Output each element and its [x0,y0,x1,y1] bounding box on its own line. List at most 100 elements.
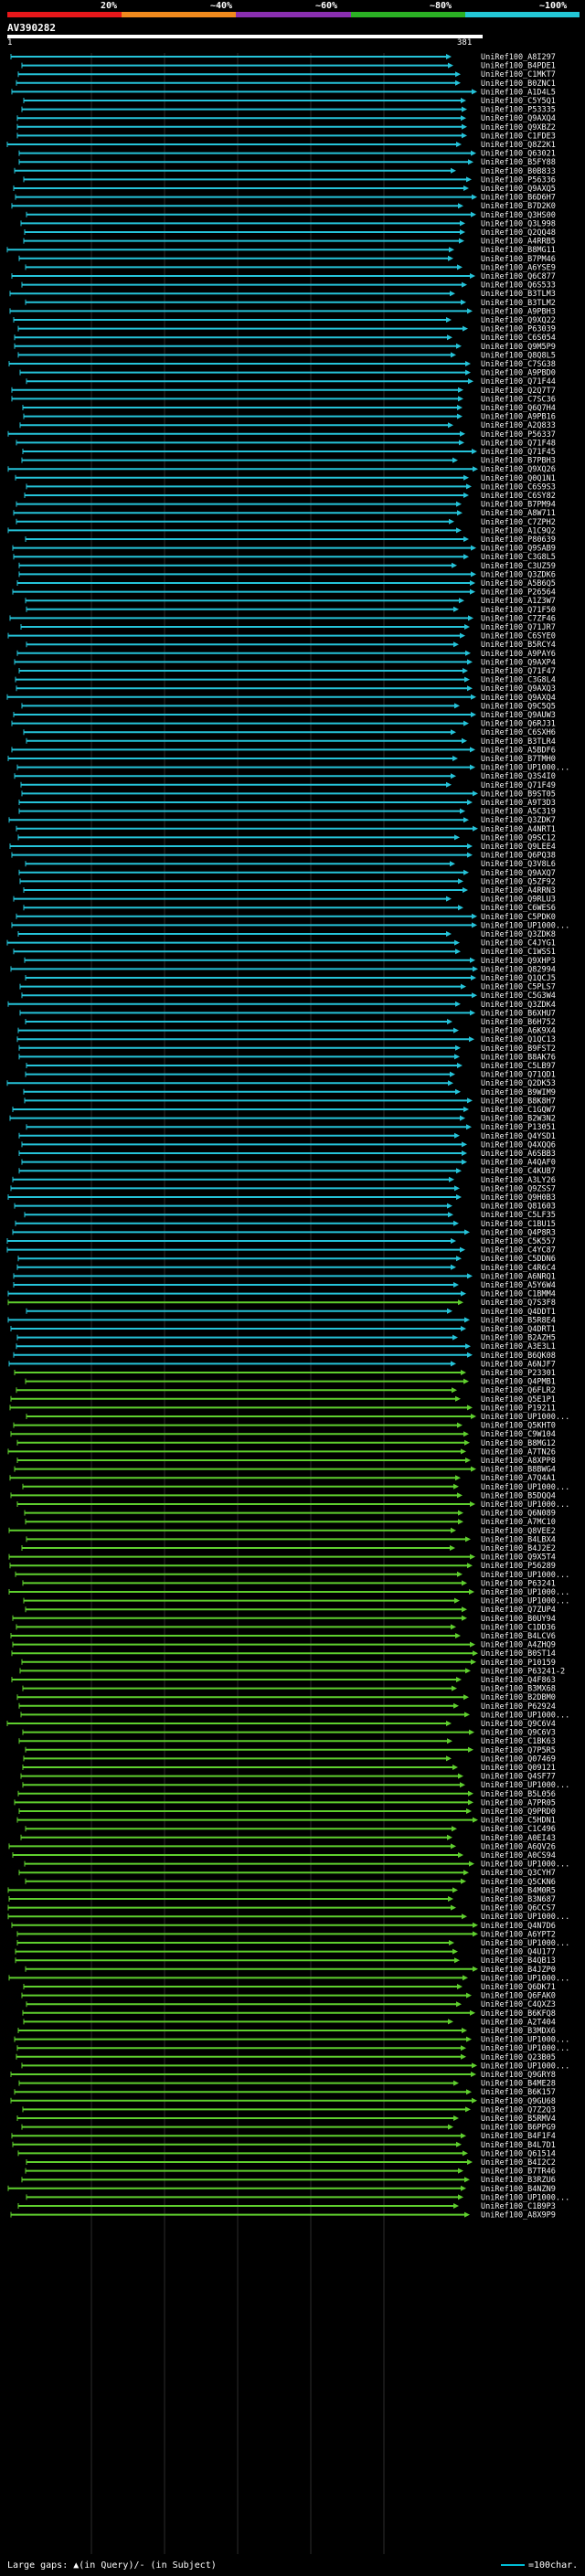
hit-label[interactable]: UniRef100_A2Q833 [481,421,556,430]
hit-label[interactable]: UniRef100_Q3ZDK4 [481,1001,556,1010]
hit-label[interactable]: UniRef100_Q4F863 [481,1676,556,1685]
hit-label[interactable]: UniRef100_C9W104 [481,1430,556,1439]
hit-label[interactable]: UniRef100_Q9GRY8 [481,2071,556,2080]
hit-label[interactable]: UniRef100_Q9AXQ5 [481,185,556,194]
hit-label[interactable]: UniRef100_Q71F50 [481,606,556,615]
hit-label[interactable]: UniRef100_B6K157 [481,2088,556,2097]
hit-label[interactable]: UniRef100_C7SC36 [481,395,556,404]
hit-label[interactable]: UniRef100_B0UY94 [481,1615,556,1624]
hit-label[interactable]: UniRef100_Q9AXQ4 [481,694,556,703]
hit-label[interactable]: UniRef100_Q63021 [481,150,556,159]
hit-label[interactable]: UniRef100_C4QXZ3 [481,2000,556,2009]
hit-label[interactable]: UniRef100_B8K8H7 [481,1097,556,1106]
hit-label[interactable]: UniRef100_B7D2K0 [481,202,556,211]
hit-label[interactable]: UniRef100_C5LF35 [481,1211,556,1220]
hit-label[interactable]: UniRef100_A7TN26 [481,1447,556,1457]
hit-label[interactable]: UniRef100_Q4P8R3 [481,1228,556,1237]
hit-label[interactable]: UniRef100_UP1000... [481,1860,569,1870]
hit-label[interactable]: UniRef100_Q9X5T4 [481,1553,556,1563]
hit-label[interactable]: UniRef100_B6KFQ8 [481,2009,556,2019]
hit-label[interactable]: UniRef100_Q9AXQ7 [481,869,556,878]
hit-label[interactable]: UniRef100_Q2Q7T7 [481,387,556,396]
hit-label[interactable]: UniRef100_Q4DRT1 [481,1325,556,1334]
hit-label[interactable]: UniRef100_B4LCV6 [481,1632,556,1641]
hit-label[interactable]: UniRef100_B4JZP0 [481,1966,556,1975]
hit-label[interactable]: UniRef100_Q9XBZ2 [481,123,556,133]
hit-label[interactable]: UniRef100_UP1000... [481,1974,569,1983]
hit-label[interactable]: UniRef100_Q9SC12 [481,833,556,843]
hit-label[interactable]: UniRef100_C3UZ59 [481,562,556,571]
hit-label[interactable]: UniRef100_Q6PQ38 [481,852,556,861]
hit-label[interactable]: UniRef100_P13051 [481,1123,556,1132]
hit-label[interactable]: UniRef100_UP1000... [481,1413,569,1422]
hit-label[interactable]: UniRef100_Q7Z2Q3 [481,2105,556,2115]
hit-label[interactable]: UniRef100_A7PR05 [481,1798,556,1807]
hit-label[interactable]: UniRef100_A8I297 [481,53,556,62]
hit-label[interactable]: UniRef100_C1GQW7 [481,1106,556,1115]
hit-label[interactable]: UniRef100_C4JYG1 [481,939,556,949]
hit-label[interactable]: UniRef100_Q71F44 [481,377,556,387]
hit-label[interactable]: UniRef100_C1C496 [481,1825,556,1834]
hit-label[interactable]: UniRef100_Q3ZDK7 [481,816,556,825]
hit-label[interactable]: UniRef100_Q3ZDK8 [481,930,556,939]
hit-label[interactable]: UniRef100_C7ZPH2 [481,518,556,527]
hit-label[interactable]: UniRef100_Q6C877 [481,272,556,281]
hit-label[interactable]: UniRef100_Q9LEE4 [481,843,556,852]
hit-label[interactable]: UniRef100_B5L056 [481,1790,556,1799]
hit-label[interactable]: UniRef100_Q8VEE2 [481,1527,556,1536]
hit-label[interactable]: UniRef100_P53335 [481,106,556,115]
hit-label[interactable]: UniRef100_Q71QD1 [481,1071,556,1080]
hit-label[interactable]: UniRef100_C6SYE0 [481,632,556,641]
hit-label[interactable]: UniRef100_P63241 [481,1579,556,1588]
hit-label[interactable]: UniRef100_A6SBB3 [481,1150,556,1159]
hit-label[interactable]: UniRef100_C5DDN6 [481,1255,556,1264]
hit-label[interactable]: UniRef100_B3TLR4 [481,737,556,747]
hit-label[interactable]: UniRef100_B5RCY4 [481,641,556,650]
hit-label[interactable]: UniRef100_B2W3N2 [481,1115,556,1124]
hit-label[interactable]: UniRef100_B4ME28 [481,2080,556,2089]
hit-label[interactable]: UniRef100_Q9C5Q5 [481,702,556,711]
hit-label[interactable]: UniRef100_A6NJF7 [481,1360,556,1369]
hit-label[interactable]: UniRef100_C6S054 [481,334,556,343]
hit-label[interactable]: UniRef100_P56337 [481,430,556,440]
hit-label[interactable]: UniRef100_A6K9X4 [481,1027,556,1036]
hit-label[interactable]: UniRef100_UP1000... [481,1483,569,1492]
hit-label[interactable]: UniRef100_C7SG38 [481,360,556,369]
hit-label[interactable]: UniRef100_C3G8L5 [481,553,556,562]
hit-label[interactable]: UniRef100_B3TLM3 [481,290,556,299]
hit-label[interactable]: UniRef100_P10159 [481,1659,556,1668]
hit-label[interactable]: UniRef100_A6YPT2 [481,1930,556,1939]
hit-label[interactable]: UniRef100_Q5CKN6 [481,1878,556,1887]
hit-label[interactable]: UniRef100_UP1000... [481,1571,569,1580]
hit-label[interactable]: UniRef100_Q4SF77 [481,1773,556,1782]
hit-label[interactable]: UniRef100_Q2QQ48 [481,228,556,238]
hit-label[interactable]: UniRef100_Q71F47 [481,667,556,676]
hit-label[interactable]: UniRef100_B7PBH3 [481,457,556,466]
hit-label[interactable]: UniRef100_Q9AUW3 [481,711,556,720]
hit-label[interactable]: UniRef100_B9WIM9 [481,1088,556,1097]
hit-label[interactable]: UniRef100_UP1000... [481,2062,569,2071]
hit-label[interactable]: UniRef100_C5LB97 [481,1062,556,1071]
hit-label[interactable]: UniRef100_Q8Z2K1 [481,141,556,150]
hit-label[interactable]: UniRef100_A1D4L5 [481,88,556,97]
hit-label[interactable]: UniRef100_Q9XHP3 [481,957,556,966]
hit-label[interactable]: UniRef100_Q9SAB9 [481,545,556,554]
hit-label[interactable]: UniRef100_C6SY82 [481,492,556,501]
hit-label[interactable]: UniRef100_Q09121 [481,1764,556,1773]
hit-label[interactable]: UniRef100_Q5ZF92 [481,877,556,886]
hit-label[interactable]: UniRef100_C1B9P3 [481,2202,556,2211]
hit-label[interactable]: UniRef100_Q3L998 [481,219,556,228]
hit-label[interactable]: UniRef100_B4J2E2 [481,1544,556,1553]
hit-label[interactable]: UniRef100_C5G3W4 [481,991,556,1001]
hit-label[interactable]: UniRef100_A6YSE9 [481,263,556,272]
hit-label[interactable]: UniRef100_C6S9S3 [481,482,556,492]
hit-label[interactable]: UniRef100_Q9C6V3 [481,1729,556,1738]
hit-label[interactable]: UniRef100_A0EI43 [481,1834,556,1843]
hit-label[interactable]: UniRef100_B5DQQ4 [481,1491,556,1500]
hit-label[interactable]: UniRef100_A8X9P9 [481,2211,556,2221]
hit-label[interactable]: UniRef100_B4M0R5 [481,1886,556,1895]
hit-label[interactable]: UniRef100_Q82994 [481,965,556,974]
hit-label[interactable]: UniRef100_P19211 [481,1404,556,1413]
hit-label[interactable]: UniRef100_A5BDF6 [481,746,556,755]
hit-label[interactable]: UniRef100_A9PBH3 [481,307,556,316]
